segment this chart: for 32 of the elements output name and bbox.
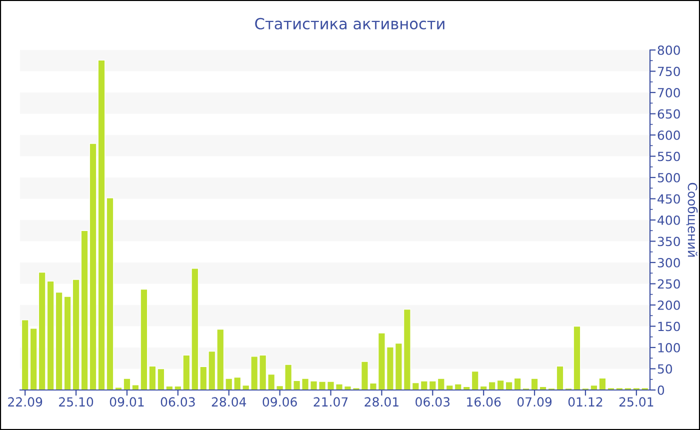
y-tick-label: 400	[658, 215, 680, 225]
x-tick-label: 01.12	[568, 397, 602, 407]
y-tick-label: 600	[658, 130, 680, 140]
y-tick-label: 300	[658, 258, 680, 268]
y-tick-label: 450	[658, 194, 680, 204]
x-tick-label: 25.01	[619, 397, 654, 407]
x-tick-label: 06.03	[416, 397, 450, 407]
y-tick-label: 550	[658, 152, 680, 162]
x-tick-label: 22.09	[8, 397, 42, 407]
x-tick-label: 07.09	[517, 397, 552, 407]
y-tick-label: 50	[658, 364, 672, 374]
y-tick-label: 0	[658, 385, 664, 395]
x-tick-label: 06.03	[160, 397, 195, 407]
y-axis-title: Сообщений	[686, 182, 698, 257]
y-tick-label: 750	[658, 66, 680, 76]
x-tick-label: 21.07	[314, 397, 348, 407]
x-tick-label: 16.06	[467, 397, 501, 407]
y-tick-label: 100	[658, 342, 680, 352]
x-tick-label: 28.01	[364, 397, 398, 407]
y-tick-label: 650	[658, 109, 680, 119]
y-tick-label: 200	[658, 300, 680, 310]
x-tick-label: 25.10	[59, 397, 94, 407]
x-tick-label: 09.06	[262, 397, 297, 407]
x-tick-label: 09.01	[110, 397, 144, 407]
y-tick-label: 150	[658, 322, 680, 332]
x-tick-label: 28.04	[212, 397, 246, 407]
y-tick-label: 700	[658, 88, 680, 98]
y-tick-label: 500	[658, 172, 680, 182]
y-tick-label: 800	[658, 45, 680, 55]
y-tick-label: 350	[658, 236, 680, 246]
y-tick-label: 250	[658, 279, 680, 289]
chart-title: Статистика активности	[255, 18, 444, 30]
